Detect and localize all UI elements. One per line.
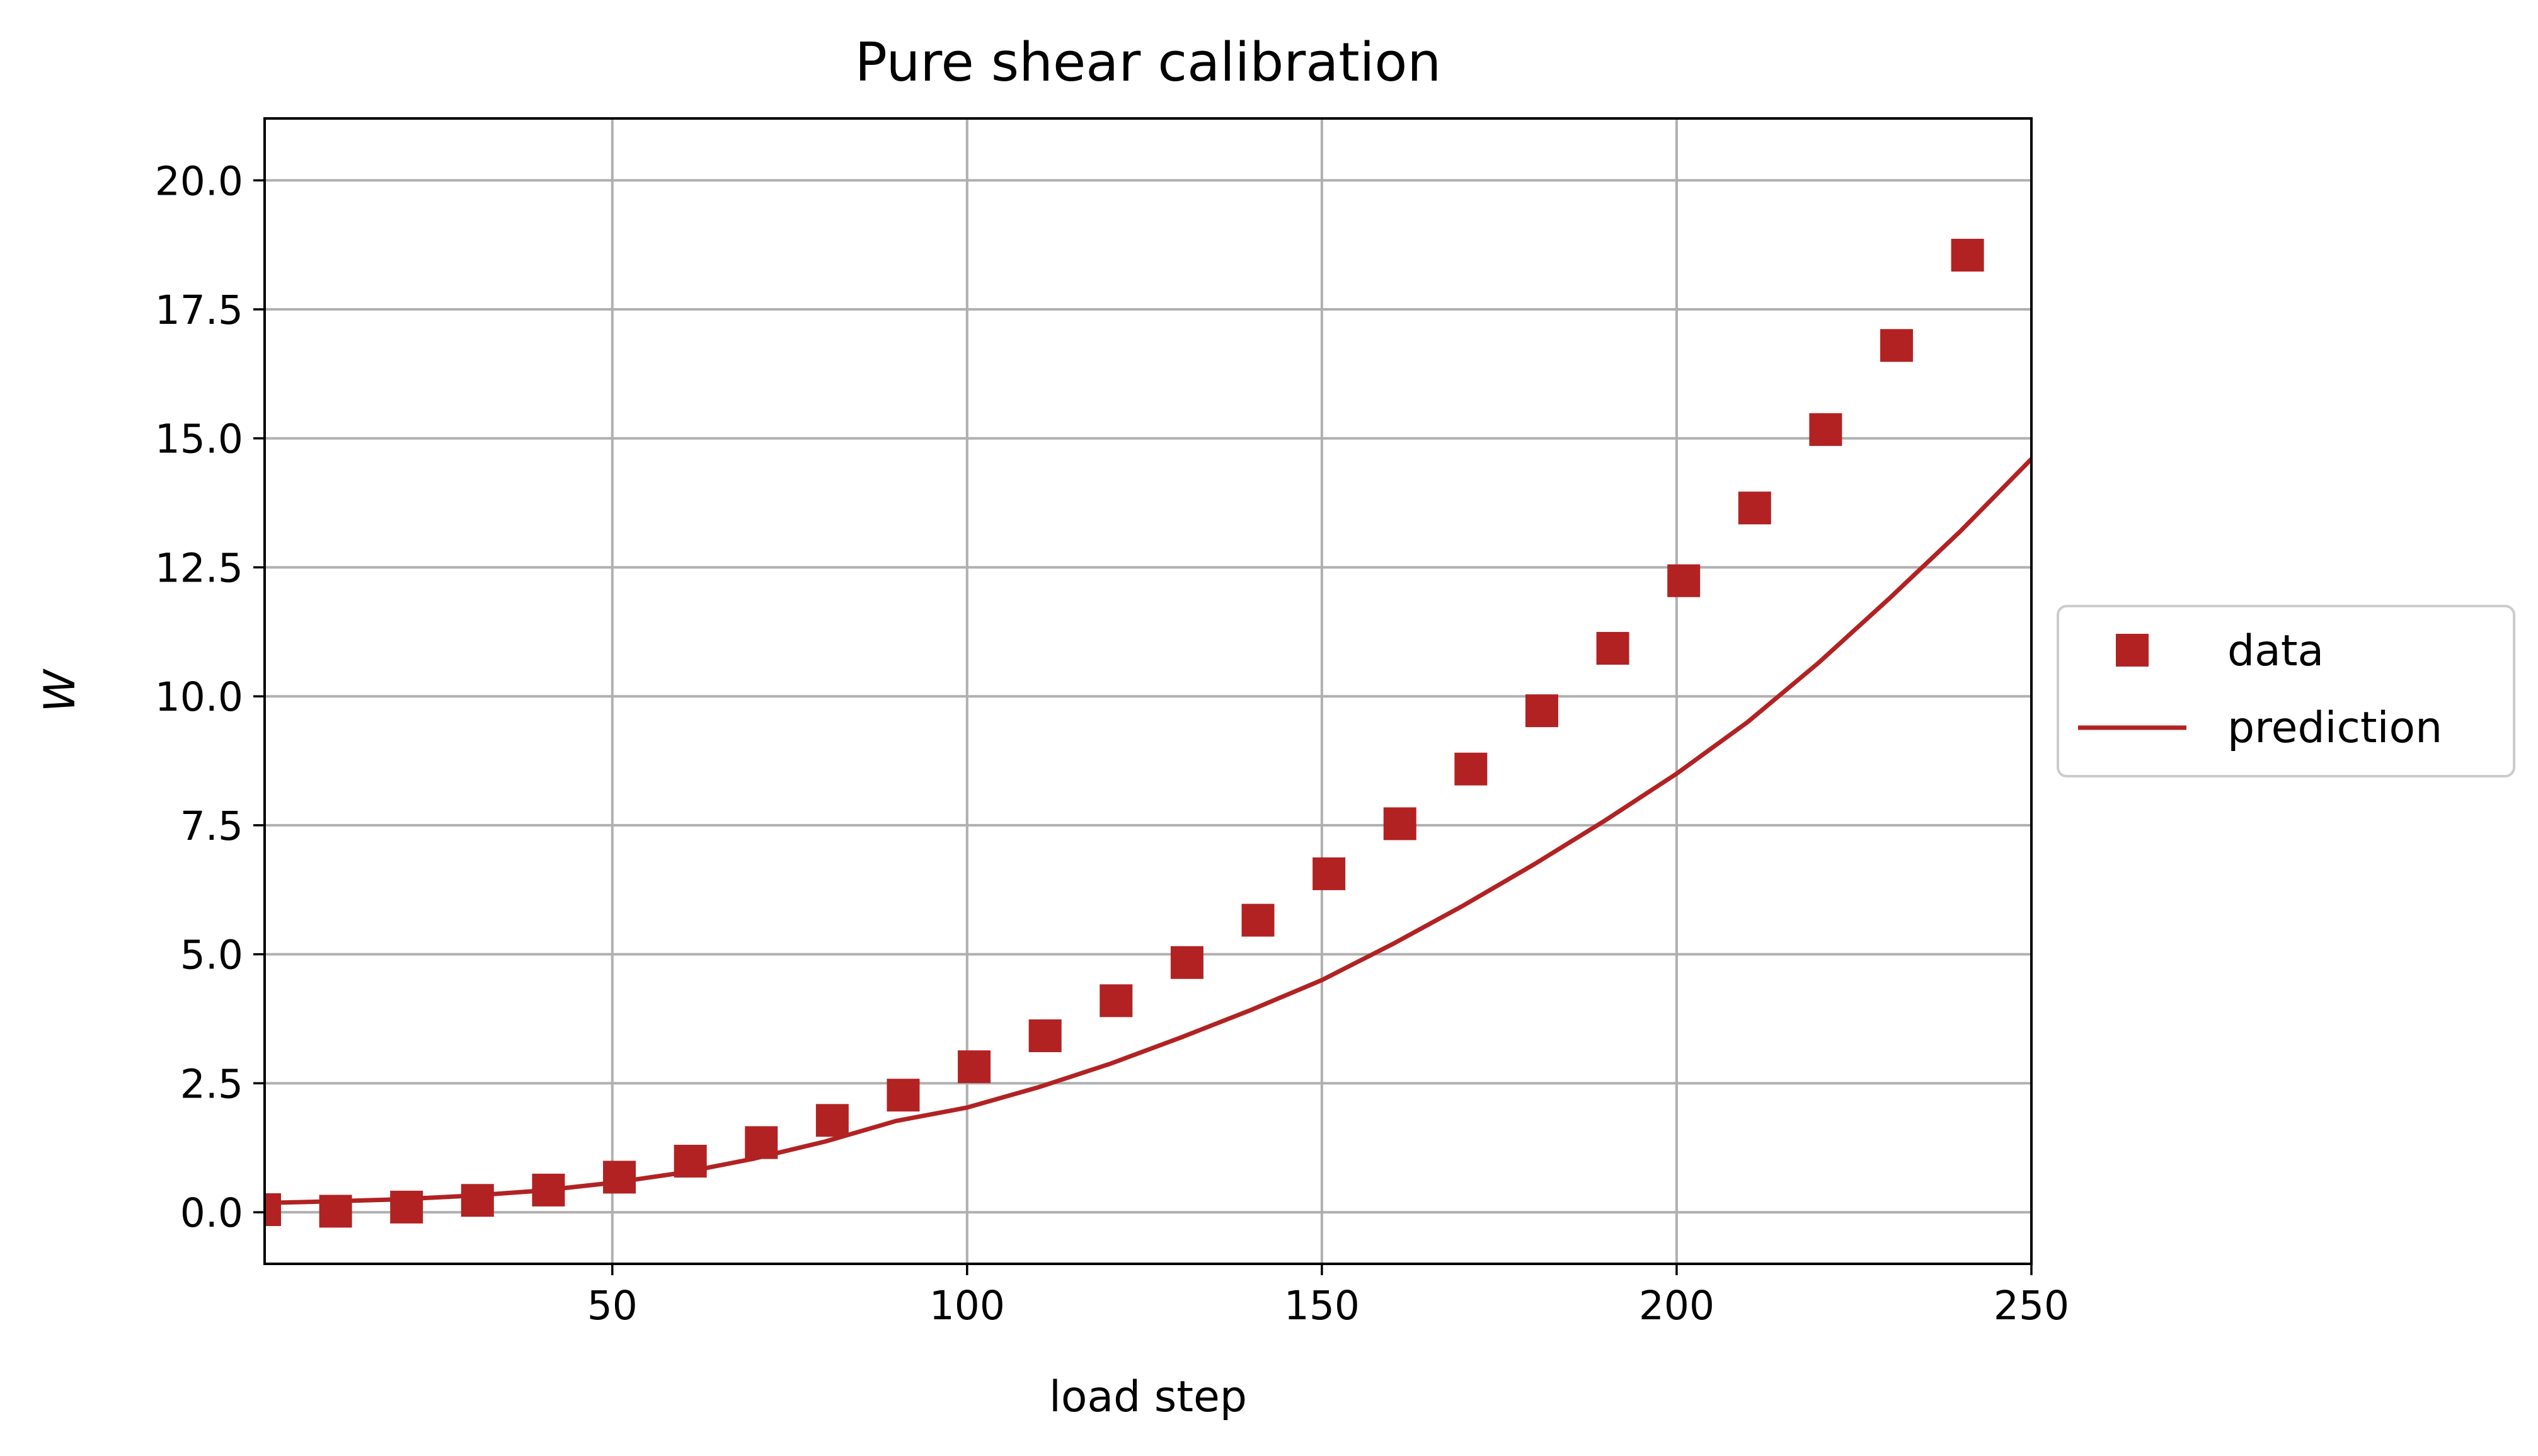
- data-point: [1312, 857, 1346, 890]
- data-point: [532, 1173, 565, 1207]
- chart-title: Pure shear calibration: [855, 32, 1441, 94]
- data-point: [1596, 632, 1629, 665]
- y-tick-label: 0.0: [180, 1190, 243, 1236]
- y-tick-label: 20.0: [155, 158, 243, 204]
- x-tick-label: 200: [1639, 1283, 1714, 1329]
- data-point: [603, 1161, 636, 1194]
- data-point: [1525, 694, 1558, 728]
- axis-ticks: 50 100 150 200 250 0.0 2.5 5.0 7.5 10.0 12.5 15.0 17…: [155, 158, 2069, 1329]
- data-point: [1454, 752, 1488, 786]
- y-tick-label: 17.5: [155, 287, 243, 333]
- x-tick-label: 250: [1994, 1283, 2069, 1329]
- x-tick-label: 100: [929, 1283, 1005, 1329]
- data-point: [1383, 807, 1416, 840]
- legend-label-prediction: prediction: [2227, 703, 2442, 753]
- y-tick-label: 2.5: [180, 1061, 243, 1107]
- data-point: [958, 1050, 991, 1084]
- x-tick-label: 150: [1284, 1283, 1360, 1329]
- legend: data prediction: [2057, 605, 2515, 777]
- data-point: [1028, 1019, 1062, 1053]
- y-tick-label: 12.5: [155, 545, 243, 591]
- data-point: [461, 1184, 494, 1217]
- grid: [265, 118, 2033, 1264]
- y-axis-label: W: [35, 668, 85, 713]
- legend-box: [2057, 605, 2515, 777]
- data-point: [390, 1190, 423, 1224]
- data-point: [265, 1193, 281, 1227]
- legend-label-data: data: [2227, 626, 2324, 676]
- y-tick-label: 15.0: [155, 416, 243, 462]
- data-point: [674, 1145, 707, 1178]
- data-point: [1667, 564, 1701, 597]
- data-point: [887, 1079, 920, 1112]
- y-tick-label: 5.0: [180, 932, 243, 978]
- data-point: [319, 1195, 352, 1228]
- data-series: [265, 239, 1984, 1228]
- y-tick-label: 10.0: [155, 674, 243, 720]
- data-point: [1880, 329, 1914, 362]
- legend-data-marker: [2116, 634, 2149, 667]
- data-point: [1738, 491, 1771, 525]
- x-axis-label: load step: [1049, 1372, 1247, 1422]
- data-point: [745, 1126, 778, 1159]
- data-point: [1100, 984, 1133, 1017]
- data-point: [815, 1104, 849, 1137]
- x-tick-label: 50: [587, 1283, 638, 1329]
- data-point: [1170, 946, 1203, 979]
- data-point: [1809, 413, 1842, 446]
- y-tick-label: 7.5: [180, 803, 243, 849]
- data-point: [1951, 239, 1984, 272]
- data-point: [1241, 903, 1275, 937]
- plot-frame: [263, 117, 2033, 1265]
